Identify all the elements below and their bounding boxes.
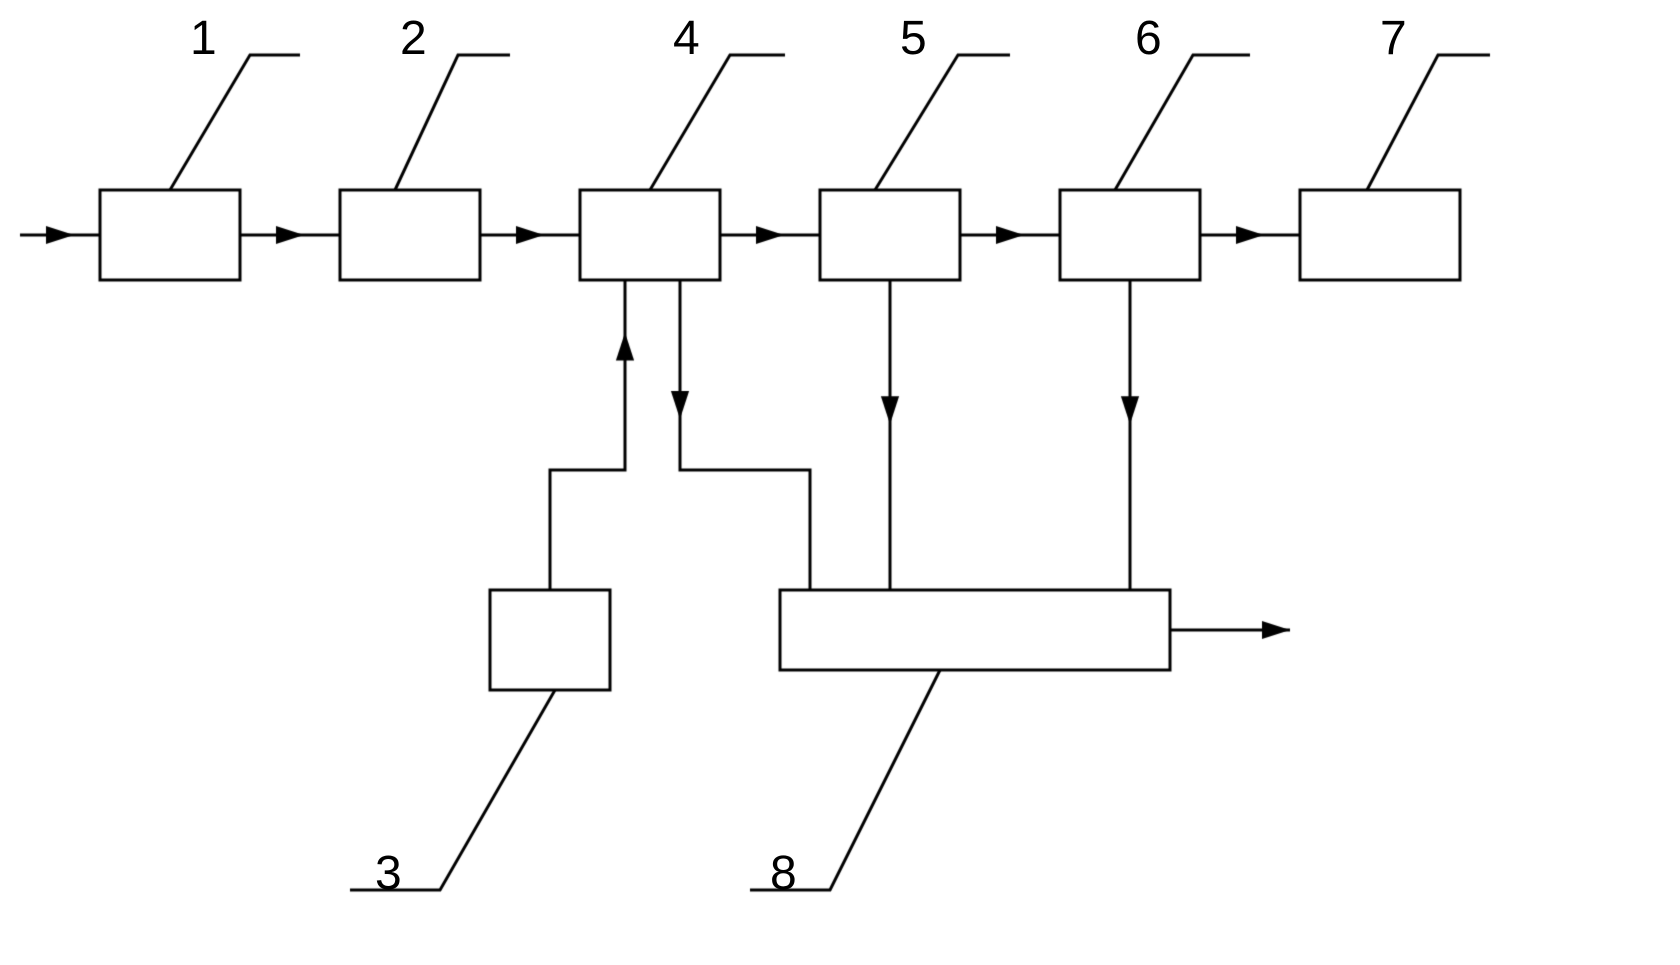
node-label-2: 2 [400,11,429,66]
node-label-3: 3 [375,846,404,901]
node-label-7: 7 [1380,11,1409,66]
node-label-6: 6 [1135,11,1164,66]
node-label-5: 5 [900,11,929,66]
node-label-4: 4 [673,11,702,66]
node-label-1: 1 [190,11,219,66]
node-label-8: 8 [770,846,799,901]
flowchart-canvas [0,0,1680,965]
